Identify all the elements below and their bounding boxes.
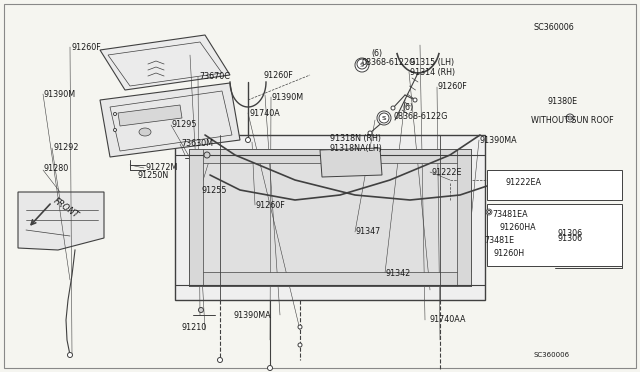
Text: 91210: 91210 [182, 324, 207, 333]
Circle shape [204, 152, 210, 158]
Text: WITHOUT SUN ROOF: WITHOUT SUN ROOF [531, 115, 614, 125]
Text: (6): (6) [371, 48, 382, 58]
Text: 91260H: 91260H [493, 250, 524, 259]
Bar [189, 149, 471, 286]
Circle shape [486, 209, 492, 215]
Text: 91306: 91306 [557, 228, 582, 237]
Text: 91272M: 91272M [145, 163, 177, 171]
Circle shape [488, 211, 490, 214]
Text: 91306: 91306 [557, 234, 582, 243]
Text: S: S [382, 115, 386, 121]
Text: 91315 (LH): 91315 (LH) [410, 58, 454, 67]
Text: 08368-6122G: 08368-6122G [393, 112, 447, 121]
Text: SC360006: SC360006 [533, 352, 569, 358]
Polygon shape [118, 105, 182, 126]
Bar [487, 170, 622, 200]
Circle shape [298, 343, 302, 347]
Bar [487, 204, 622, 266]
Text: 91347: 91347 [356, 227, 381, 235]
Text: 91295: 91295 [172, 119, 198, 128]
Text: 91222E: 91222E [431, 167, 461, 176]
Text: 91380E: 91380E [547, 96, 577, 106]
Circle shape [67, 353, 72, 357]
Text: 91390M: 91390M [272, 93, 304, 102]
Text: 73630M: 73630M [181, 138, 213, 148]
Circle shape [413, 98, 417, 102]
Circle shape [368, 131, 372, 135]
Text: (6): (6) [402, 103, 413, 112]
Circle shape [298, 325, 302, 329]
Circle shape [113, 128, 116, 131]
Text: 91260F: 91260F [256, 201, 285, 209]
Circle shape [391, 106, 395, 110]
Ellipse shape [139, 128, 151, 136]
Text: SC360006: SC360006 [533, 22, 573, 32]
Polygon shape [18, 192, 104, 250]
Text: FRONT: FRONT [52, 196, 81, 220]
Text: 73481EA: 73481EA [492, 209, 527, 218]
Circle shape [357, 59, 367, 69]
Text: 91740AA: 91740AA [430, 315, 467, 324]
Text: 91390M: 91390M [44, 90, 76, 99]
Text: 91740A: 91740A [249, 109, 280, 118]
Text: 91260F: 91260F [71, 42, 100, 51]
Polygon shape [320, 148, 382, 177]
Polygon shape [100, 35, 230, 90]
Text: S: S [360, 62, 364, 67]
Circle shape [566, 114, 574, 122]
Text: 91292: 91292 [53, 142, 79, 151]
Polygon shape [100, 83, 240, 157]
Bar [189, 149, 203, 286]
Text: 08368-6122G: 08368-6122G [362, 58, 417, 67]
Text: 73481E: 73481E [484, 235, 514, 244]
Circle shape [198, 308, 204, 312]
Bar [189, 149, 471, 163]
Bar [457, 149, 471, 286]
Circle shape [355, 58, 369, 72]
Text: 91318NA(LH): 91318NA(LH) [330, 144, 383, 153]
Text: 91390MA: 91390MA [233, 311, 271, 320]
Text: 91255: 91255 [202, 186, 227, 195]
Text: 91260HA: 91260HA [499, 222, 536, 231]
Text: 91260F: 91260F [264, 71, 294, 80]
Text: 91390MA: 91390MA [480, 135, 518, 144]
Text: 91314 (RH): 91314 (RH) [410, 67, 455, 77]
Text: S: S [360, 61, 364, 67]
Circle shape [246, 138, 250, 142]
Circle shape [377, 111, 391, 125]
Text: 91342: 91342 [386, 269, 412, 278]
Circle shape [268, 366, 273, 371]
Text: 91260F: 91260F [438, 81, 468, 90]
Circle shape [568, 116, 572, 120]
Text: 91280: 91280 [44, 164, 69, 173]
Bar [175, 135, 485, 300]
Text: S: S [382, 115, 386, 121]
Text: 91318N (RH): 91318N (RH) [330, 134, 381, 142]
Circle shape [381, 114, 389, 122]
Circle shape [379, 113, 389, 123]
Circle shape [113, 112, 116, 115]
Bar [189, 272, 471, 286]
Text: 91250N: 91250N [138, 170, 169, 180]
Text: 73670C: 73670C [199, 71, 230, 80]
Text: 91222EA: 91222EA [506, 177, 542, 186]
Circle shape [218, 357, 223, 362]
